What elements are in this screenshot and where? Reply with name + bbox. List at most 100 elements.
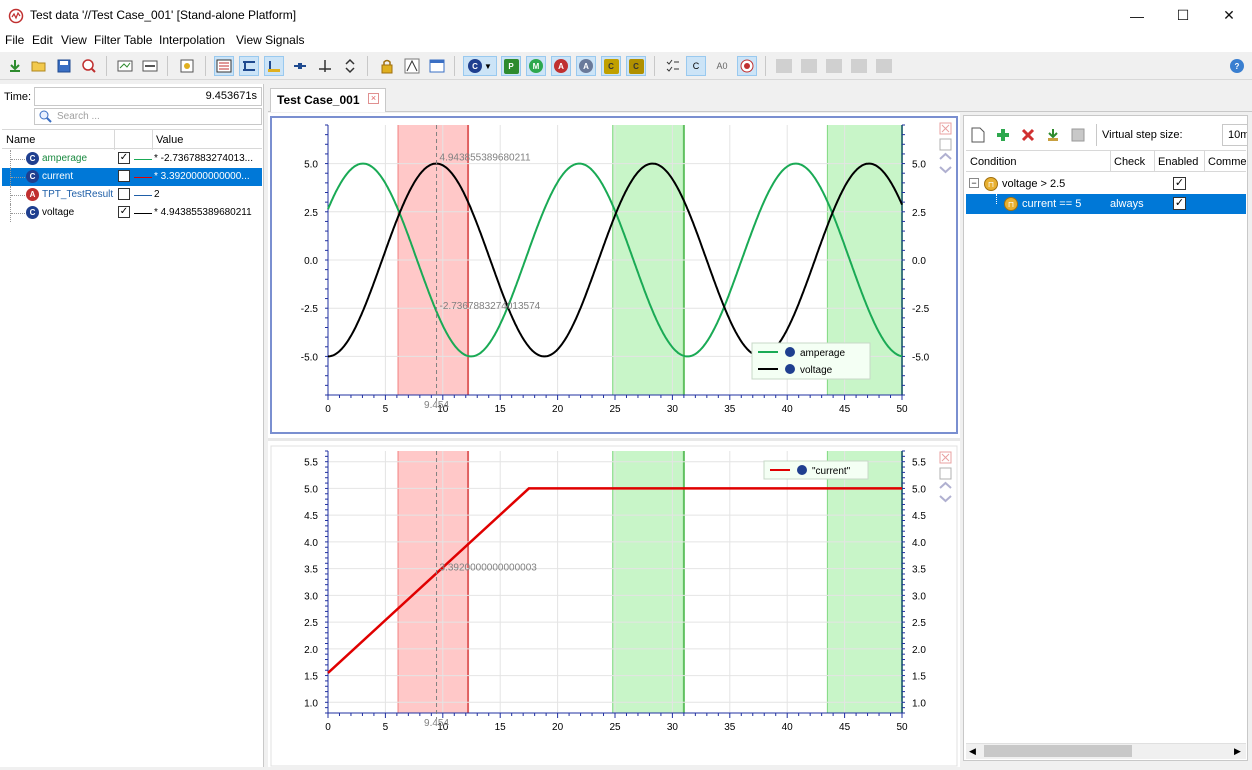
menu-file[interactable]: File	[5, 33, 25, 47]
collapse-icon[interactable]: −	[969, 178, 979, 188]
toolbar-separator	[654, 56, 655, 76]
column-enabled[interactable]: Enabled	[1158, 156, 1199, 168]
signal-value: * -2.7367883274013...	[154, 153, 253, 164]
channel-m-icon[interactable]: M	[526, 56, 546, 76]
new-condition-icon[interactable]	[971, 127, 985, 146]
save-icon[interactable]	[54, 56, 74, 76]
virtual-step-input[interactable]: 10m	[1222, 124, 1248, 146]
maximize-button[interactable]: ☐	[1176, 7, 1190, 23]
menu-filter-table[interactable]: Filter Table	[94, 33, 153, 47]
tree-line	[10, 204, 11, 222]
chart-down-icon[interactable]	[939, 166, 952, 174]
column-value[interactable]: Value	[156, 134, 184, 146]
help-icon[interactable]: ?	[1227, 56, 1247, 76]
series-line-voltage	[328, 162, 903, 358]
app-icon	[8, 8, 24, 24]
channel-cs-icon[interactable]: C	[626, 56, 646, 76]
tab-close-icon[interactable]: ×	[368, 93, 379, 104]
y-tick-label-right: 5.0	[912, 484, 926, 495]
y-tick-label: 2.5	[304, 208, 318, 219]
visibility-checkbox[interactable]: ✓	[118, 206, 130, 218]
menu-interpolation[interactable]: Interpolation	[159, 33, 226, 47]
chart-down-icon[interactable]	[939, 495, 952, 503]
import-condition-icon[interactable]	[1045, 127, 1061, 146]
y-tick-label-right: 2.5	[912, 208, 926, 219]
column-check[interactable]: Check	[1114, 156, 1146, 168]
legend-box	[751, 342, 871, 380]
chart-up-icon[interactable]	[939, 481, 952, 489]
tab-test-case[interactable]: Test Case_001	[270, 88, 386, 112]
condition-row-selected[interactable]: ⊓ current == 5 always ✓	[966, 194, 1246, 214]
open-folder-icon[interactable]	[29, 56, 49, 76]
ao-icon[interactable]: A0	[716, 61, 728, 71]
chart-maximize-icon[interactable]	[939, 467, 952, 480]
green-band	[827, 451, 902, 713]
analyze-icon[interactable]	[79, 56, 99, 76]
cursor-icon[interactable]	[290, 56, 310, 76]
legend-type-icon	[785, 347, 795, 357]
save-condition-icon[interactable]	[1070, 127, 1086, 146]
y-tick-label-right: 2.0	[912, 645, 926, 656]
import-icon[interactable]	[5, 56, 25, 76]
y-tick-label: 0.0	[304, 256, 318, 267]
menu-edit[interactable]: Edit	[32, 33, 53, 47]
add-condition-icon[interactable]	[995, 127, 1011, 146]
scroll-right-icon[interactable]: ▶	[1234, 746, 1241, 756]
visibility-checkbox[interactable]	[118, 188, 130, 200]
time-field[interactable]: 9.453671s	[34, 87, 262, 106]
enabled-checkbox[interactable]: ✓	[1173, 197, 1186, 210]
signal-line-swatch	[134, 159, 152, 160]
channel-c2-icon[interactable]: C	[601, 56, 621, 76]
channel-a2-icon[interactable]: A	[576, 56, 596, 76]
c-toggle-icon[interactable]: C	[686, 56, 706, 76]
column-comment[interactable]: Comme	[1208, 156, 1246, 168]
tree-line	[10, 150, 11, 168]
expand-icon[interactable]	[340, 56, 360, 76]
column-divider	[1204, 151, 1205, 171]
layout-1-icon[interactable]	[214, 56, 234, 76]
channel-p-icon[interactable]: P	[501, 56, 521, 76]
visibility-checkbox[interactable]: ✓	[118, 152, 130, 164]
window-icon[interactable]	[427, 56, 447, 76]
column-name[interactable]: Name	[6, 134, 36, 146]
delete-condition-icon[interactable]	[1020, 127, 1036, 146]
lock-icon[interactable]	[377, 56, 397, 76]
column-divider	[1154, 151, 1155, 171]
cursor-label: 9.454	[424, 718, 449, 729]
column-divider	[1110, 151, 1111, 171]
charts-canvas[interactable]: 0 5 10 15 20 25 30 35 40 45 50-5.0 -5.0-2.5 -2.50.0 0…	[268, 113, 960, 767]
channel-a-icon[interactable]: A	[551, 56, 571, 76]
fit-icon[interactable]	[177, 56, 197, 76]
visibility-checkbox[interactable]	[118, 170, 130, 182]
x-tick-label: 15	[495, 404, 507, 415]
scroll-left-icon[interactable]: ◀	[969, 746, 976, 756]
condition-row[interactable]: − ⊓ voltage > 2.5 ✓	[966, 174, 1246, 194]
scroll-thumb[interactable]	[984, 745, 1132, 757]
marker-icon[interactable]	[315, 56, 335, 76]
signal-table-header: Name Value	[2, 129, 262, 150]
curve-icon[interactable]	[402, 56, 422, 76]
chart-up-icon[interactable]	[939, 152, 952, 160]
remove-chart-icon[interactable]	[140, 56, 160, 76]
column-condition[interactable]: Condition	[970, 156, 1017, 168]
enabled-checkbox[interactable]: ✓	[1173, 177, 1186, 190]
legend-type-icon	[785, 364, 795, 374]
search-input[interactable]: Search ...	[34, 108, 262, 125]
checklist-icon[interactable]	[663, 56, 683, 76]
channel-c-icon[interactable]: C ▼	[463, 56, 497, 76]
x-tick-label: 50	[896, 722, 908, 733]
menu-view-signals[interactable]: View Signals	[236, 33, 305, 47]
layout-2-icon[interactable]	[239, 56, 259, 76]
condition-table-header: Condition Check Enabled Comme	[966, 150, 1246, 172]
minimize-button[interactable]: —	[1130, 7, 1144, 24]
close-button[interactable]: ✕	[1223, 7, 1235, 23]
chart-maximize-icon[interactable]	[939, 138, 952, 151]
layout-3-icon[interactable]	[264, 56, 284, 76]
menu-view[interactable]: View	[61, 33, 87, 47]
record-icon[interactable]	[737, 56, 757, 76]
add-chart-icon[interactable]	[115, 56, 135, 76]
signal-row-tpt_testresult[interactable]: A TPT_TestResult 2	[2, 186, 262, 204]
